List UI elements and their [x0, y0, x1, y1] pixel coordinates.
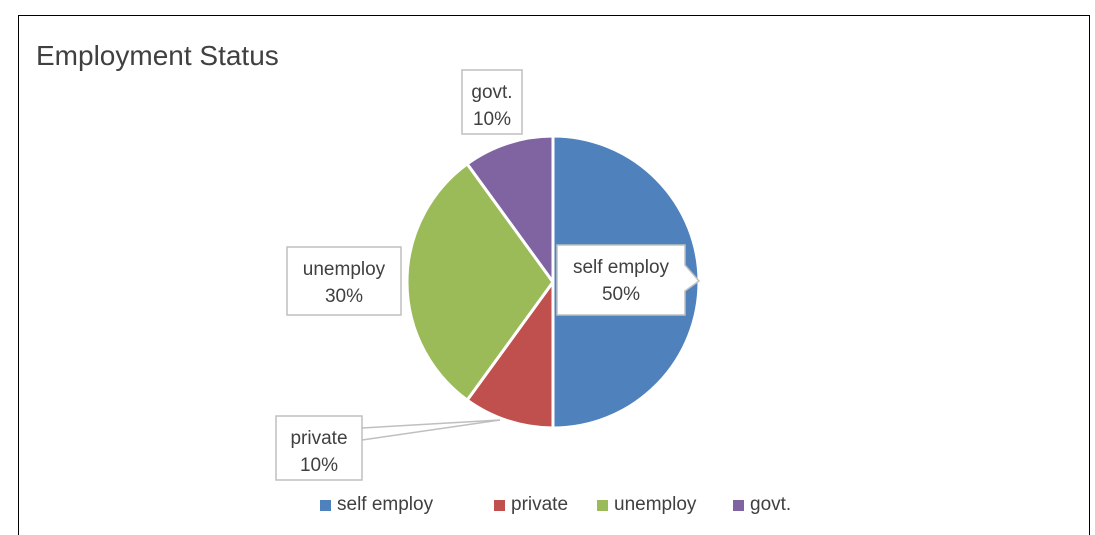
data-label-box	[556, 244, 701, 316]
data-label-self-employ: self employ 50%	[556, 244, 701, 316]
data-label-unemploy: unemploy 30%	[286, 246, 402, 316]
data-label-category: unemploy	[303, 259, 386, 280]
legend: self employ private unemploy govt.	[0, 494, 1095, 522]
data-label-private: private 10%	[275, 415, 363, 481]
data-label-category: private	[290, 428, 347, 449]
leader-lines	[361, 419, 501, 441]
legend-item-govt[interactable]: govt.	[733, 494, 791, 516]
data-label-box	[275, 415, 363, 481]
pie-slice-private[interactable]	[465, 280, 555, 430]
data-label-box	[286, 246, 402, 316]
legend-item-private[interactable]: private	[494, 494, 568, 516]
data-label-govt: govt. 10%	[461, 69, 523, 135]
data-label-percent: 30%	[325, 286, 363, 307]
data-label-percent: 10%	[473, 109, 511, 130]
legend-label: private	[511, 494, 569, 515]
pie-slice-unemploy[interactable]	[405, 162, 555, 402]
data-label-category: govt.	[471, 82, 512, 103]
data-labels: self employ 50% private 10% unemploy 30% govt.…	[275, 69, 701, 481]
data-label-box	[461, 69, 523, 135]
legend-label: unemploy	[614, 494, 697, 515]
data-label-percent: 50%	[602, 284, 640, 305]
legend-item-self-employ[interactable]: self employ	[320, 494, 433, 516]
data-label-category: self employ	[573, 257, 670, 278]
chart-title: Employment Status	[36, 40, 279, 71]
legend-swatch	[597, 499, 608, 511]
data-label-percent: 10%	[300, 455, 338, 476]
legend-label: govt.	[750, 494, 792, 515]
legend-item-unemploy[interactable]: unemploy	[597, 494, 696, 516]
pie-slice-govt[interactable]	[465, 134, 555, 284]
legend-label: self employ	[337, 494, 434, 515]
leader-line-private	[361, 419, 501, 441]
legend-swatch	[494, 499, 505, 511]
legend-swatch	[733, 499, 744, 511]
leader-line-private	[361, 419, 501, 429]
pie-slices	[405, 134, 701, 430]
legend-swatch	[320, 499, 331, 511]
